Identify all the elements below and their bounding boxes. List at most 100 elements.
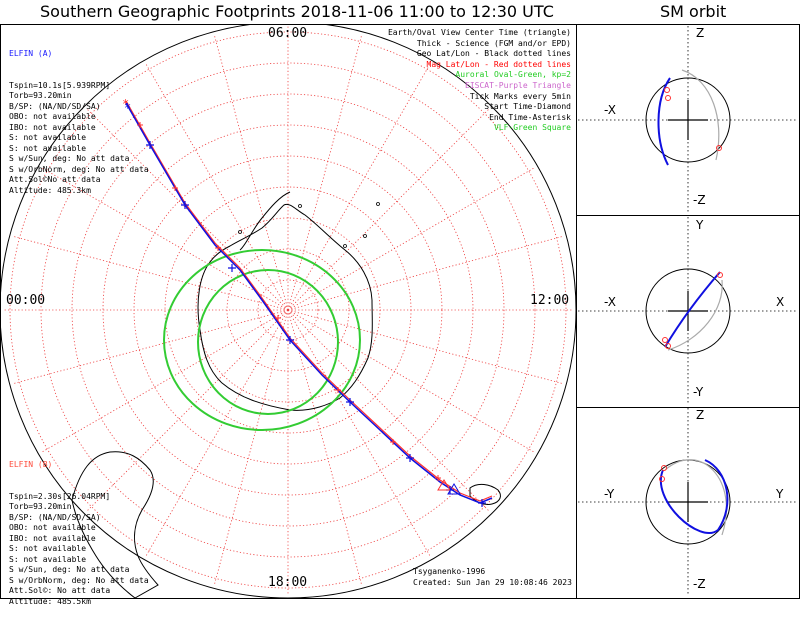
auroral-oval-outer: [163, 249, 361, 431]
mag-lon-spoke: [287, 34, 363, 311]
antarctica-coastline: [197, 203, 373, 411]
mag-lon-spoke: [287, 309, 363, 586]
track-tick-mark-b: [137, 122, 143, 128]
sat-a-info-line: Altitude: 485.3km: [9, 185, 91, 195]
sat-a-info-line: S: not available: [9, 143, 87, 153]
center-triangle-b: [437, 479, 451, 491]
sat-a-info-line: OBO: not available: [9, 112, 96, 121]
track-tick-mark: [286, 336, 294, 344]
sat-b-info-line: Altitude: 485.5km: [9, 596, 91, 606]
legend-entry: Start Time-Diamond: [484, 102, 571, 112]
orbit2-top-label: Y: [696, 218, 704, 232]
mag-lon-spoke: [287, 108, 490, 311]
track-tick-mark: [346, 398, 354, 406]
orbit1-left-label: -X: [604, 103, 616, 117]
track-tick-mark-b: [172, 185, 178, 191]
legend-entry: EISCAT-Purple Triangle: [465, 80, 571, 90]
mag-lat-ring: [257, 279, 319, 341]
map-legend: Earth/Oval View Center Time (triangle) Th…: [388, 28, 571, 134]
track-tick-mark-b: [215, 245, 221, 251]
mag-lon-spoke: [213, 309, 289, 586]
orbit3-right-label: Y: [776, 487, 784, 501]
island-coast: [238, 230, 242, 234]
sat-b-info-line: Tspin=2.30s[26.04RPM]: [9, 491, 111, 501]
orbit1-bottom-label: -Z: [693, 193, 706, 207]
start-asterisk-a: *: [124, 101, 131, 115]
orbit2-right-label: X: [776, 295, 785, 309]
sat-a-info-line: Tspin=10.1s[5.939RPM]: [9, 80, 111, 90]
sat-a-info-line: B/SP: (NA/ND/SD/SA): [9, 101, 101, 111]
elfin-b-track: [125, 100, 493, 502]
track-tick-mark-b: [390, 439, 396, 445]
orbit2-left-label: -X: [604, 295, 616, 309]
orbit3-top-label: Z: [696, 408, 705, 422]
sat-b-info-line: B/SP: (NA/ND/SD/SA): [9, 512, 101, 522]
legend-entry: VLF-Green Square: [493, 123, 571, 133]
mag-lon-spoke: [12, 309, 289, 385]
legend-entry: Earth/Oval View Center Time (triangle): [387, 28, 571, 37]
mag-lat-ring: [9, 31, 567, 589]
track-tick-mark: [228, 264, 236, 272]
mag-lon-spoke: [287, 309, 490, 512]
sm-orbit-panel-xy: [576, 215, 800, 408]
sat-a-info-line: S w/OrbNorm, deg: No att data: [9, 164, 149, 174]
mag-lon-spoke: [287, 309, 564, 385]
elfin-b-name: ELFIN (B): [9, 460, 53, 469]
legend-entry: Tick Marks every 5min: [469, 91, 571, 101]
elfin-a-info: ELFIN (A) Tspin=10.1s[5.939RPM] Torb=93.2…: [9, 28, 149, 207]
mag-lat-ring: [71, 93, 505, 527]
start-asterisk-b: *: [122, 97, 129, 111]
island-coast: [376, 202, 380, 206]
sat-b-info-line: Torb=93.20min: [9, 502, 72, 511]
track-tick-mark: [478, 499, 486, 507]
mag-lon-spoke: [145, 62, 289, 311]
created-timestamp: Created: Sun Jan 29 10:08:46 2023: [413, 578, 572, 587]
track-tick-mark: [146, 141, 154, 149]
mag-lon-spoke: [287, 309, 536, 453]
track-tick-mark: [406, 454, 414, 462]
main-title: Southern Geographic Footprints 2018-11-0…: [40, 2, 554, 21]
sat-a-info-line: S: not available: [9, 133, 87, 142]
orbit1-top-label: Z: [696, 26, 705, 40]
track-tick-mark-b: [335, 387, 341, 393]
mag-lat-ring: [40, 62, 536, 558]
map-footer: Tsyganenko-1996 Created: Sun Jan 29 10:0…: [413, 566, 572, 588]
orbit2-bottom-label: -Y: [693, 385, 704, 399]
orbit-title: SM orbit: [660, 2, 727, 21]
mag-lat-ring: [226, 248, 350, 372]
sat-a-info-line: S w/Sun, deg: No att data: [9, 154, 130, 163]
sat-b-info-line: S w/OrbNorm, deg: No att data: [9, 575, 149, 585]
mag-lon-spoke: [213, 34, 289, 311]
elfin-a-track: [125, 102, 493, 504]
legend-entry: Mag Lat/Lon - Red dotted lines: [426, 59, 572, 69]
track-tick-mark-b: [435, 475, 441, 481]
hour-label-right: 12:00: [530, 293, 570, 308]
sat-a-info-line: Att.Sol©No att data: [9, 175, 101, 184]
peninsula-coast: [239, 191, 291, 251]
sm-orbit-panel-yz: [576, 407, 800, 599]
footprint-map: **: [1, 25, 576, 598]
sat-a-info-line: Torb=93.20min: [9, 91, 72, 100]
island-coast: [343, 244, 347, 248]
south-america-coast: [71, 451, 159, 598]
auroral-oval-inner: [197, 269, 339, 415]
hour-label-top: 06:00: [268, 26, 308, 41]
mag-lat-ring: [102, 124, 474, 496]
credit-text: Tsyganenko-1996: [413, 567, 486, 576]
legend-entry: Auroral Oval-Green, kp=2: [455, 70, 571, 80]
sat-b-info-line: S w/Sun, deg: No att data: [9, 565, 130, 574]
legend-entry: Geo Lat/Lon - Black dotted lines: [416, 49, 571, 59]
sat-b-info-line: S: not available: [9, 544, 87, 553]
center-triangle-a: [447, 483, 461, 495]
sat-a-info-line: IBO: not available: [9, 122, 96, 132]
hour-label-left: 00:00: [6, 293, 46, 308]
sm-orbit-panel-xz: [576, 24, 800, 216]
sat-b-info-line: IBO: not available: [9, 533, 96, 543]
sat-b-info-line: Att.Sol©: No att data: [9, 586, 111, 595]
track-tick-mark: [181, 201, 189, 209]
mag-lon-spoke: [287, 235, 564, 311]
track-tick-mark-b: [275, 315, 281, 321]
sat-b-info-line: OBO: not available: [9, 523, 96, 532]
sat-b-info-line: S: not available: [9, 554, 87, 564]
island-coast: [363, 234, 367, 238]
